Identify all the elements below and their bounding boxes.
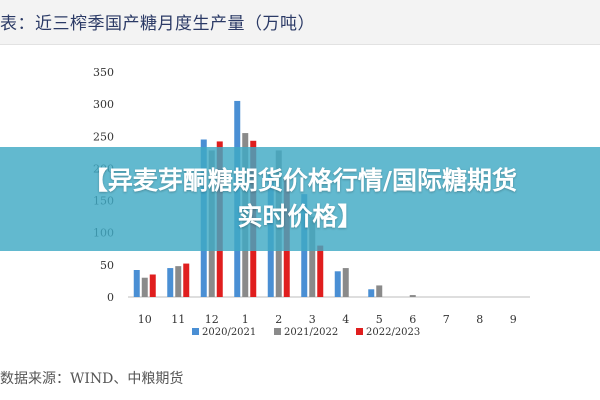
y-tick-label: 0 [107,291,114,304]
headline-text: 【异麦芽酮糖期货价格行情/国际糖期货实时价格】 [82,166,518,231]
legend-swatch [192,328,199,335]
bar-2021-2022-5 [376,285,383,297]
bar-2022-2023-3 [317,245,324,297]
legend-swatch [356,328,363,335]
x-tick-label: 12 [205,313,219,326]
legend-label: 2020/2021 [202,327,256,338]
bar-2021-2022-6 [409,295,416,297]
headline-banner[interactable]: 【异麦芽酮糖期货价格行情/国际糖期货实时价格】 [0,147,600,251]
bar-2021-2022-4 [342,268,349,297]
bar-2020-2021-11 [167,268,174,297]
bar-2021-2022-10 [141,277,148,297]
bar-2020-2021-4 [334,271,341,297]
x-tick-label: 9 [510,313,517,326]
legend-swatch [274,328,281,335]
source-note: 数据来源：WIND、中粮期货 [0,371,184,387]
bar-2020-2021-10 [133,270,140,297]
x-tick-label: 7 [443,313,450,326]
bar-2021-2022-11 [175,266,182,297]
x-tick-label: 5 [376,313,383,326]
x-tick-label: 1 [242,313,249,326]
bar-2021-2022-3 [309,216,316,297]
x-tick-label: 3 [309,313,316,326]
bar-2020-2021-5 [368,289,375,297]
x-tick-label: 4 [342,313,349,326]
x-tick-label: 10 [138,313,152,326]
y-tick-label: 300 [93,98,114,111]
bar-2022-2023-10 [149,274,156,297]
x-tick-label: 8 [476,313,483,326]
y-tick-label: 50 [100,259,114,272]
x-tick-label: 2 [275,313,282,326]
title-bar: 表：近三榨季国产糖月度生产量（万吨） [0,0,600,45]
x-tick-label: 11 [171,313,185,326]
y-tick-label: 350 [93,66,114,79]
bar-2022-2023-11 [183,263,190,297]
y-tick-label: 250 [93,130,114,143]
legend-label: 2021/2022 [284,327,338,338]
legend-label: 2022/2023 [366,327,420,338]
x-tick-label: 6 [409,313,416,326]
chart-title: 表：近三榨季国产糖月度生产量（万吨） [0,14,315,34]
